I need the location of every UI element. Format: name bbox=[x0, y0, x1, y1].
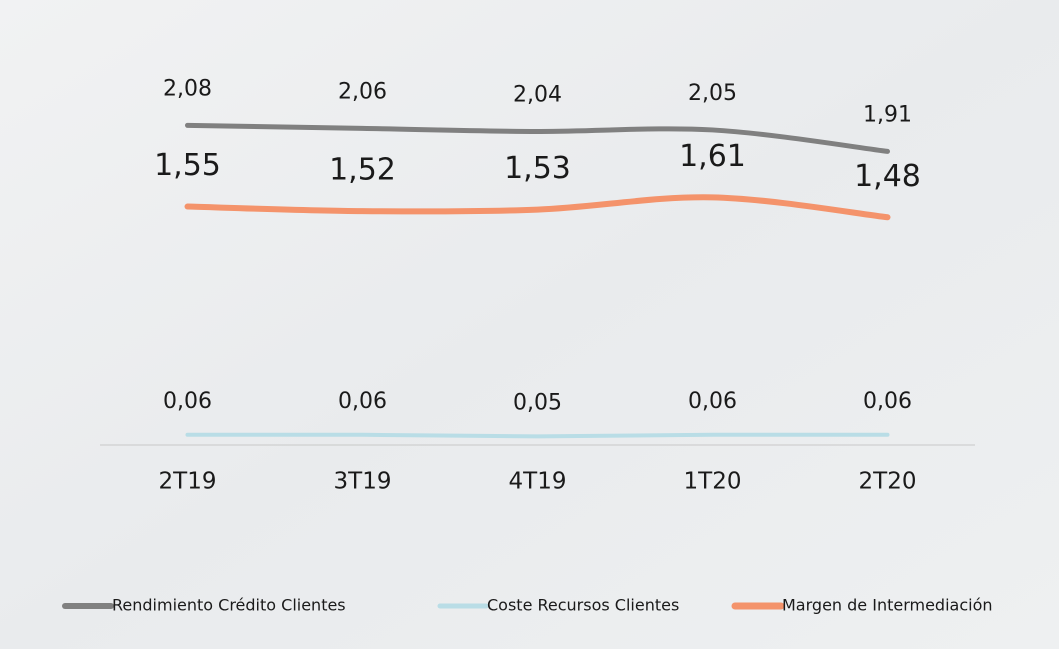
data-label: 0,05 bbox=[513, 390, 562, 415]
data-label: 2,05 bbox=[688, 81, 737, 106]
data-label: 0,06 bbox=[163, 389, 212, 414]
data-label: 1,53 bbox=[504, 151, 571, 186]
chart: 2T19 3T19 4T19 1T20 2T20 2,08 2,06 2,04 2,05 1,91… bbox=[0, 0, 1059, 649]
data-label: 1,55 bbox=[154, 148, 221, 183]
data-label: 1,52 bbox=[329, 153, 396, 188]
data-label: 1,61 bbox=[679, 139, 746, 174]
legend-label: Coste Recursos Clientes bbox=[487, 596, 679, 615]
x-tick-label: 1T20 bbox=[684, 469, 742, 495]
data-label: 2,06 bbox=[338, 79, 387, 104]
x-tick-label: 2T19 bbox=[159, 469, 217, 495]
data-label: 2,04 bbox=[513, 82, 562, 107]
data-label: 1,48 bbox=[854, 159, 921, 194]
x-tick-label: 4T19 bbox=[509, 469, 567, 495]
data-label: 2,08 bbox=[163, 76, 212, 101]
legend-label: Margen de Intermediación bbox=[782, 596, 993, 615]
data-label: 0,06 bbox=[688, 389, 737, 414]
data-label: 0,06 bbox=[338, 389, 387, 414]
data-label: 0,06 bbox=[863, 389, 912, 414]
x-tick-label: 2T20 bbox=[859, 469, 917, 495]
series-line bbox=[188, 435, 888, 437]
data-label: 1,91 bbox=[863, 102, 912, 127]
x-tick-label: 3T19 bbox=[334, 469, 392, 495]
legend-label: Rendimiento Crédito Clientes bbox=[112, 596, 346, 615]
